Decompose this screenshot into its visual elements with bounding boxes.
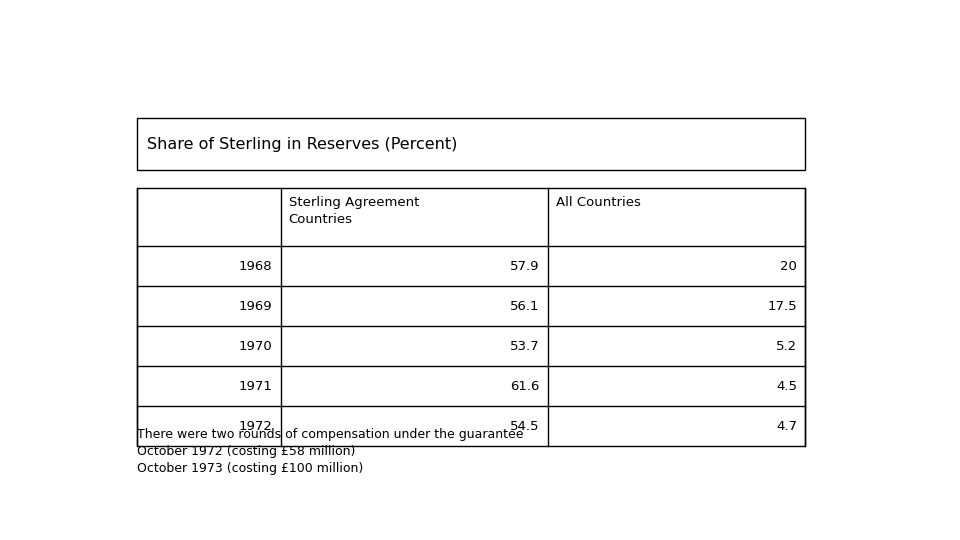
Text: 61.6: 61.6 xyxy=(511,380,540,393)
Bar xyxy=(137,118,805,170)
Text: 1970: 1970 xyxy=(239,340,273,353)
Text: 20: 20 xyxy=(780,260,797,273)
Text: 54.5: 54.5 xyxy=(511,420,540,433)
Text: There were two rounds of compensation under the guarantee: There were two rounds of compensation un… xyxy=(137,428,523,441)
Text: 57.9: 57.9 xyxy=(511,260,540,273)
Bar xyxy=(137,188,805,446)
Text: Sterling Agreement
Countries: Sterling Agreement Countries xyxy=(289,196,419,226)
Text: 4.5: 4.5 xyxy=(776,380,797,393)
Text: 56.1: 56.1 xyxy=(511,300,540,313)
Text: October 1973 (costing £100 million): October 1973 (costing £100 million) xyxy=(137,462,363,475)
Text: 1968: 1968 xyxy=(239,260,273,273)
Text: 1972: 1972 xyxy=(239,420,273,433)
Text: 4.7: 4.7 xyxy=(776,420,797,433)
Text: 53.7: 53.7 xyxy=(510,340,540,353)
Text: 1969: 1969 xyxy=(239,300,273,313)
Text: 1971: 1971 xyxy=(239,380,273,393)
Text: All Countries: All Countries xyxy=(556,196,640,209)
Text: 5.2: 5.2 xyxy=(776,340,797,353)
Text: 17.5: 17.5 xyxy=(767,300,797,313)
Text: Share of Sterling in Reserves (Percent): Share of Sterling in Reserves (Percent) xyxy=(147,137,457,152)
Text: October 1972 (costing £58 million): October 1972 (costing £58 million) xyxy=(137,445,355,458)
